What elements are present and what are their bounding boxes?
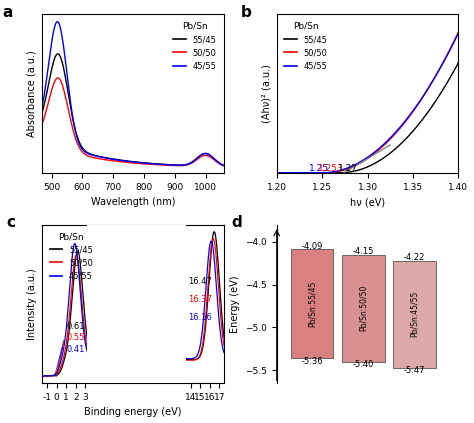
Y-axis label: Absorbance (a.u.): Absorbance (a.u.) (27, 50, 36, 137)
Legend: 55/45, 50/50, 45/55: 55/45, 50/50, 45/55 (281, 19, 330, 74)
Text: b: b (240, 5, 251, 20)
Text: -4.15: -4.15 (353, 247, 374, 256)
Text: d: d (231, 215, 242, 230)
X-axis label: hν (eV): hν (eV) (350, 198, 385, 207)
Text: a: a (2, 5, 13, 20)
Text: 1.25: 1.25 (310, 164, 329, 173)
Text: 16.16: 16.16 (188, 313, 211, 321)
Text: c: c (6, 215, 15, 230)
Text: -4.22: -4.22 (404, 253, 425, 262)
Text: Pb/Sn:45/55: Pb/Sn:45/55 (410, 291, 419, 337)
Text: -5.47: -5.47 (404, 366, 425, 375)
Bar (87, 225, 186, 383)
Text: -5.40: -5.40 (353, 360, 374, 369)
Text: 16.37: 16.37 (188, 295, 212, 304)
Legend: 55/45, 50/50, 45/55: 55/45, 50/50, 45/55 (46, 229, 96, 284)
Text: 1.253: 1.253 (319, 164, 344, 173)
Text: 0.61: 0.61 (66, 321, 85, 331)
Y-axis label: (Ahν)² (a.u.): (Ahν)² (a.u.) (261, 64, 271, 123)
Text: 0.55: 0.55 (66, 333, 84, 342)
X-axis label: Binding energy (eV): Binding energy (eV) (84, 407, 182, 418)
Y-axis label: Intensity (a.u.): Intensity (a.u.) (27, 268, 36, 340)
Text: 0.41: 0.41 (66, 345, 84, 354)
Y-axis label: Energy (eV): Energy (eV) (229, 275, 239, 332)
Text: -4.09: -4.09 (301, 242, 323, 251)
Text: 16.47: 16.47 (188, 277, 211, 286)
Legend: 55/45, 50/50, 45/55: 55/45, 50/50, 45/55 (170, 19, 220, 74)
Bar (393, 261, 436, 368)
Text: -5.36: -5.36 (301, 357, 323, 365)
Text: 1.27: 1.27 (337, 164, 357, 173)
Text: Pb/Sn:55/45: Pb/Sn:55/45 (308, 281, 317, 327)
Text: Pb/Sn:50/50: Pb/Sn:50/50 (359, 285, 368, 331)
Bar (342, 255, 384, 362)
Bar (291, 250, 334, 358)
X-axis label: Wavelength (nm): Wavelength (nm) (91, 198, 175, 207)
